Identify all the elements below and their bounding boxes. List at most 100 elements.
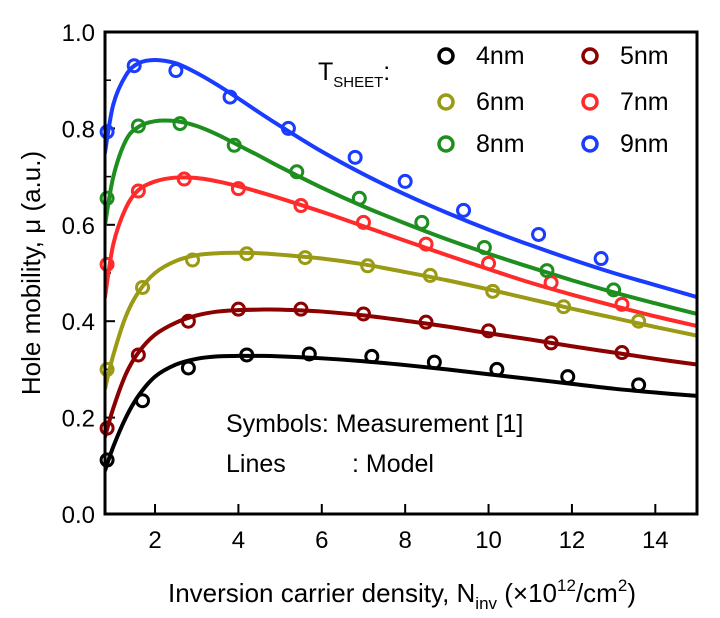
legend-items: 4nm 5nm 6nm 7nm 8nm 9nm [437,42,669,158]
annotation-lines-value: : Model [352,450,434,478]
marker-7nm [355,214,371,230]
y-tick-label: 0.2 [62,406,95,433]
marker-4nm [489,361,505,377]
tick-labels: 2 4 6 8 10 12 14 0.0 0.2 0.4 0.6 0.8 1.0 [62,20,669,554]
annotation-lines-label: Lines [226,450,286,478]
legend-title: TSHEET: [318,58,390,91]
model-line-6nm [105,250,697,391]
marker-5nm [481,323,497,339]
marker-4nm [239,347,255,363]
marker-9nm [593,251,609,267]
x-tick-label: 2 [148,527,161,554]
y-tick-label: 1.0 [62,20,95,47]
marker-7nm [176,171,192,187]
model-line-7nm [105,175,697,329]
legend-marker-4nm [437,47,455,65]
marker-6nm [631,313,647,329]
annotation-symbols: Symbols: Measurement [1] [226,410,523,438]
legend-marker-8nm [437,135,455,153]
x-axis-label-sub: inv [475,594,497,613]
marker-7nm [481,255,497,271]
marker-6nm [360,258,376,274]
marker-6nm [556,299,572,315]
marker-9nm [531,226,547,242]
marker-8nm [226,137,242,153]
marker-8nm [172,116,188,132]
marker-4nm [631,377,647,393]
model-line-5nm [105,307,697,439]
marker-9nm [456,202,472,218]
x-axis-label-unit-sup2: 2 [618,576,627,595]
marker-9nm [168,63,184,79]
marker-6nm [422,267,438,283]
legend-label-4nm: 4nm [476,42,525,70]
legend-label-8nm: 8nm [476,130,525,158]
legend-title-sub: SHEET [333,74,383,91]
measurement-markers [99,58,647,468]
marker-7nm [230,181,246,197]
marker-6nm [239,246,255,262]
legend-label-5nm: 5nm [620,42,669,70]
legend-marker-7nm [581,93,599,111]
x-axis-label-unit-post: /cm [576,578,618,608]
marker-5nm [355,306,371,322]
legend: TSHEET: 4nm 5nm 6nm 7nm 8nm 9nm [318,42,669,158]
marker-7nm [130,183,146,199]
y-tick-label: 0.6 [62,213,95,240]
marker-6nm [135,279,151,295]
y-tick-label: 0.0 [62,502,95,529]
marker-5nm [130,347,146,363]
axis-ticks [105,31,657,515]
legend-marker-9nm [581,135,599,153]
marker-5nm [293,301,309,317]
x-axis-label-main: Inversion carrier density, N [168,578,475,608]
marker-9nm [347,149,363,165]
x-tick-label: 8 [398,527,411,554]
x-tick-label: 4 [232,527,245,554]
marker-4nm [364,348,380,364]
legend-label-7nm: 7nm [620,88,669,116]
x-tick-label: 14 [642,527,669,554]
plot-frame [103,30,699,516]
x-axis-label-unit-sup: 12 [557,576,576,595]
marker-8nm [130,118,146,134]
marker-4nm [426,354,442,370]
x-axis-label-unit-pre: (×10 [497,578,557,608]
model-line-9nm [105,57,697,300]
marker-8nm [289,164,305,180]
marker-6nm [185,252,201,268]
marker-9nm [280,120,296,136]
marker-5nm [230,301,246,317]
marker-4nm [99,452,115,468]
x-axis-label: Inversion carrier density, Ninv (×1012/c… [168,576,636,613]
x-tick-label: 10 [475,527,502,554]
legend-marker-6nm [437,93,455,111]
x-tick-label: 12 [559,527,586,554]
legend-marker-5nm [581,47,599,65]
marker-5nm [180,313,196,329]
model-line-4nm [105,353,697,473]
marker-9nm [397,173,413,189]
legend-title-colon: : [383,58,390,86]
marker-4nm [560,369,576,385]
marker-8nm [351,190,367,206]
legend-label-9nm: 9nm [620,130,669,158]
marker-4nm [180,360,196,376]
marker-4nm [135,393,151,409]
y-tick-label: 0.8 [62,116,95,143]
marker-8nm [539,263,555,279]
marker-4nm [301,346,317,362]
marker-9nm [222,89,238,105]
marker-7nm [614,296,630,312]
marker-5nm [418,314,434,330]
marker-7nm [99,256,115,272]
marker-7nm [293,198,309,214]
marker-5nm [614,345,630,361]
marker-7nm [418,236,434,252]
marker-5nm [99,420,115,436]
marker-6nm [485,283,501,299]
x-tick-label: 6 [315,527,328,554]
marker-5nm [543,335,559,351]
marker-8nm [606,282,622,298]
